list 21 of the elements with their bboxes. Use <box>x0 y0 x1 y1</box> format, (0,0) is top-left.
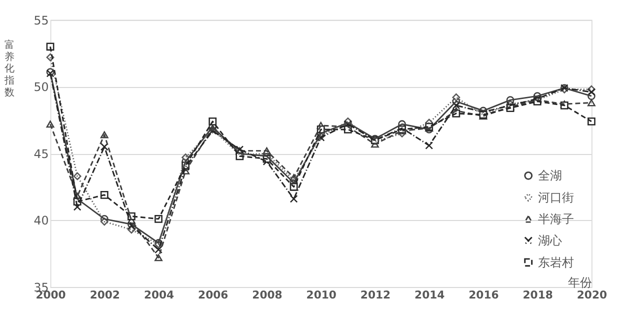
legend-label: 半海子 <box>538 212 574 226</box>
y-tick-label: 45 <box>34 146 49 161</box>
y-tick-label: 55 <box>34 13 49 28</box>
y-tick-label: 50 <box>34 80 49 94</box>
legend-label: 东岩村 <box>538 255 574 270</box>
x-tick-label: 2018 <box>522 288 553 302</box>
x-tick-label: 2002 <box>90 288 120 302</box>
x-tick-label: 2010 <box>306 288 337 302</box>
x-tick-label: 2008 <box>252 288 282 302</box>
y-tick-label: 40 <box>34 214 49 228</box>
x-tick-label: 2012 <box>360 288 391 302</box>
legend-label: 河口街 <box>538 190 574 204</box>
x-tick-label: 2020 <box>576 288 608 302</box>
legend-label: 湖心 <box>538 234 562 248</box>
x-tick-label: 2016 <box>468 288 499 302</box>
x-axis-title: 年份 <box>568 276 592 290</box>
legend-label: 全湖 <box>538 168 562 183</box>
x-tick-label: 2006 <box>198 288 228 302</box>
x-tick-label: 2004 <box>144 288 175 302</box>
x-tick-label: 2014 <box>414 288 446 302</box>
y-axis-title: 富养化指数 <box>3 39 14 98</box>
